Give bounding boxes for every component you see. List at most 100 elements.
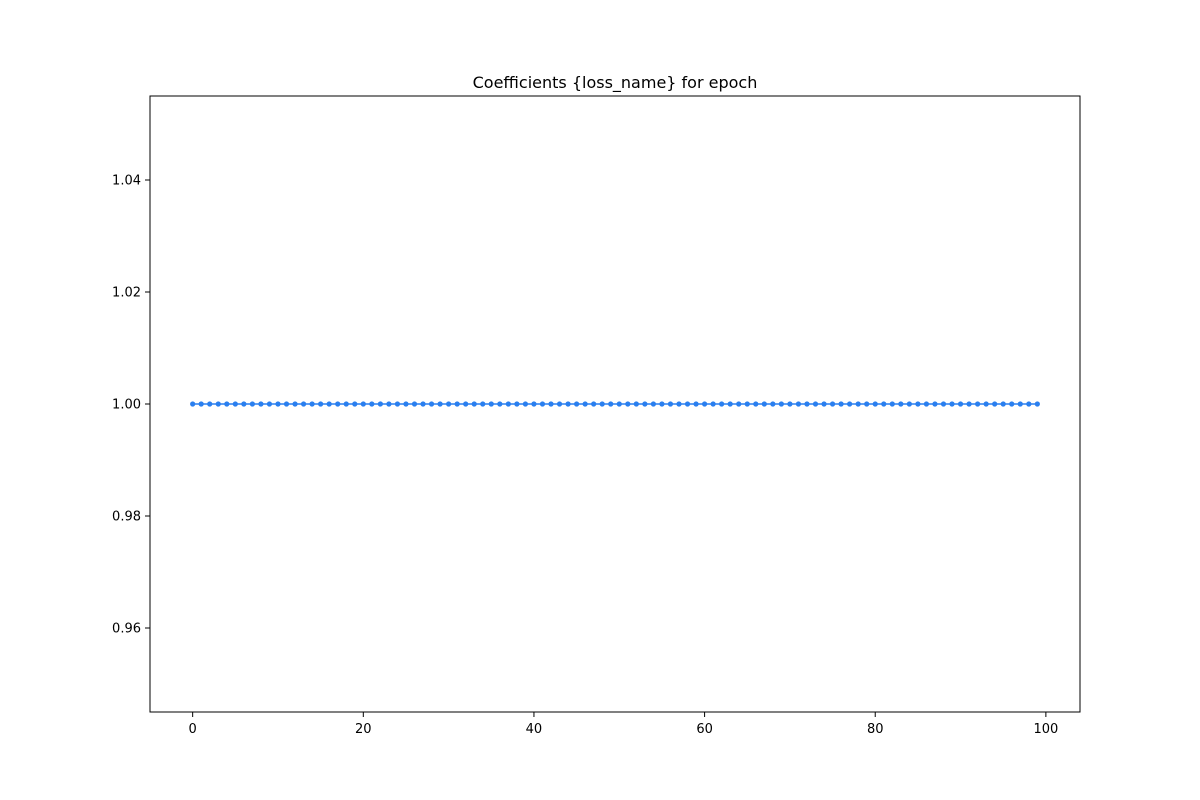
data-point xyxy=(599,401,605,407)
data-point xyxy=(923,401,930,407)
data-point xyxy=(232,401,238,407)
data-point xyxy=(1026,401,1032,407)
data-point xyxy=(684,401,691,407)
data-point xyxy=(701,401,708,407)
data-point xyxy=(650,401,656,407)
data-point xyxy=(574,401,580,407)
data-point xyxy=(548,401,554,407)
data-point xyxy=(949,401,955,407)
data-point xyxy=(838,401,844,407)
data-point xyxy=(915,401,921,407)
data-point xyxy=(940,401,947,407)
x-tick-label: 0 xyxy=(189,722,197,737)
data-point xyxy=(556,401,563,407)
data-point xyxy=(471,401,477,407)
data-point xyxy=(812,401,819,407)
data-point xyxy=(847,401,853,407)
data-point xyxy=(659,401,665,407)
data-point xyxy=(300,401,307,407)
data-point xyxy=(693,401,699,407)
data-point xyxy=(582,401,588,407)
data-point xyxy=(736,401,742,407)
data-point xyxy=(360,401,366,407)
data-point xyxy=(608,401,614,407)
axes-layer: 0 20 40 60 80 100 0.96 0.98 1.00 1.02 1.04 xyxy=(112,95,1081,737)
data-point xyxy=(514,401,520,407)
data-point xyxy=(898,401,904,407)
data-point xyxy=(420,401,426,407)
data-point xyxy=(804,401,810,407)
data-point xyxy=(437,401,443,407)
data-point xyxy=(386,401,392,407)
x-tick-label: 80 xyxy=(867,722,884,737)
data-point xyxy=(198,401,204,407)
data-point xyxy=(821,401,827,407)
y-tick-label: 0.98 xyxy=(112,510,141,525)
data-point xyxy=(480,401,486,407)
data-point xyxy=(642,401,648,407)
data-point xyxy=(625,401,631,407)
chart-title: Coefficients {loss_name} for epoch xyxy=(473,73,758,93)
data-point xyxy=(1017,401,1023,407)
data-point xyxy=(753,401,759,407)
data-point xyxy=(275,401,281,407)
data-point xyxy=(224,401,230,407)
data-point xyxy=(744,401,750,407)
data-point xyxy=(531,401,537,407)
data-point xyxy=(992,401,998,407)
data-point xyxy=(795,401,802,407)
x-tick-label: 40 xyxy=(526,722,543,737)
y-tick-label: 1.00 xyxy=(112,398,141,413)
data-point xyxy=(428,401,435,407)
x-tick-label: 60 xyxy=(696,722,713,737)
data-point xyxy=(932,401,938,407)
data-point xyxy=(403,401,409,407)
data-point xyxy=(309,401,315,407)
data-point xyxy=(326,401,332,407)
data-point xyxy=(906,401,912,407)
data-point xyxy=(539,401,546,407)
data-point xyxy=(411,401,418,407)
data-point xyxy=(377,401,383,407)
x-tick-label: 20 xyxy=(355,722,372,737)
data-point xyxy=(1034,401,1040,407)
data-point xyxy=(207,401,213,407)
data-point xyxy=(719,401,725,407)
data-point xyxy=(497,401,503,407)
data-point xyxy=(633,401,639,407)
data-point xyxy=(829,401,836,407)
data-point xyxy=(215,401,221,407)
data-point xyxy=(241,401,247,407)
series-layer xyxy=(190,401,1040,407)
data-point xyxy=(488,401,494,407)
data-point xyxy=(872,401,878,407)
data-point xyxy=(983,401,989,407)
data-point xyxy=(616,401,622,407)
data-point xyxy=(394,401,401,407)
data-point xyxy=(463,401,469,407)
data-point xyxy=(855,401,861,407)
data-point xyxy=(292,401,298,407)
data-point xyxy=(881,401,887,407)
data-point xyxy=(889,401,895,407)
data-point xyxy=(727,401,733,407)
data-point xyxy=(190,401,196,407)
data-point xyxy=(975,401,981,407)
data-point xyxy=(1000,401,1006,407)
data-point xyxy=(957,401,964,407)
data-point xyxy=(710,401,716,407)
data-point xyxy=(864,401,870,407)
data-point xyxy=(565,401,571,407)
y-tick-label: 1.04 xyxy=(112,174,141,189)
y-tick-label: 1.02 xyxy=(112,286,141,301)
data-point xyxy=(591,401,597,407)
data-point xyxy=(787,401,793,407)
data-point xyxy=(352,401,358,407)
data-point xyxy=(761,401,767,407)
data-point xyxy=(266,401,273,407)
x-tick-label: 100 xyxy=(1033,722,1058,737)
data-point xyxy=(505,401,511,407)
data-point xyxy=(343,401,349,407)
data-point xyxy=(318,401,324,407)
